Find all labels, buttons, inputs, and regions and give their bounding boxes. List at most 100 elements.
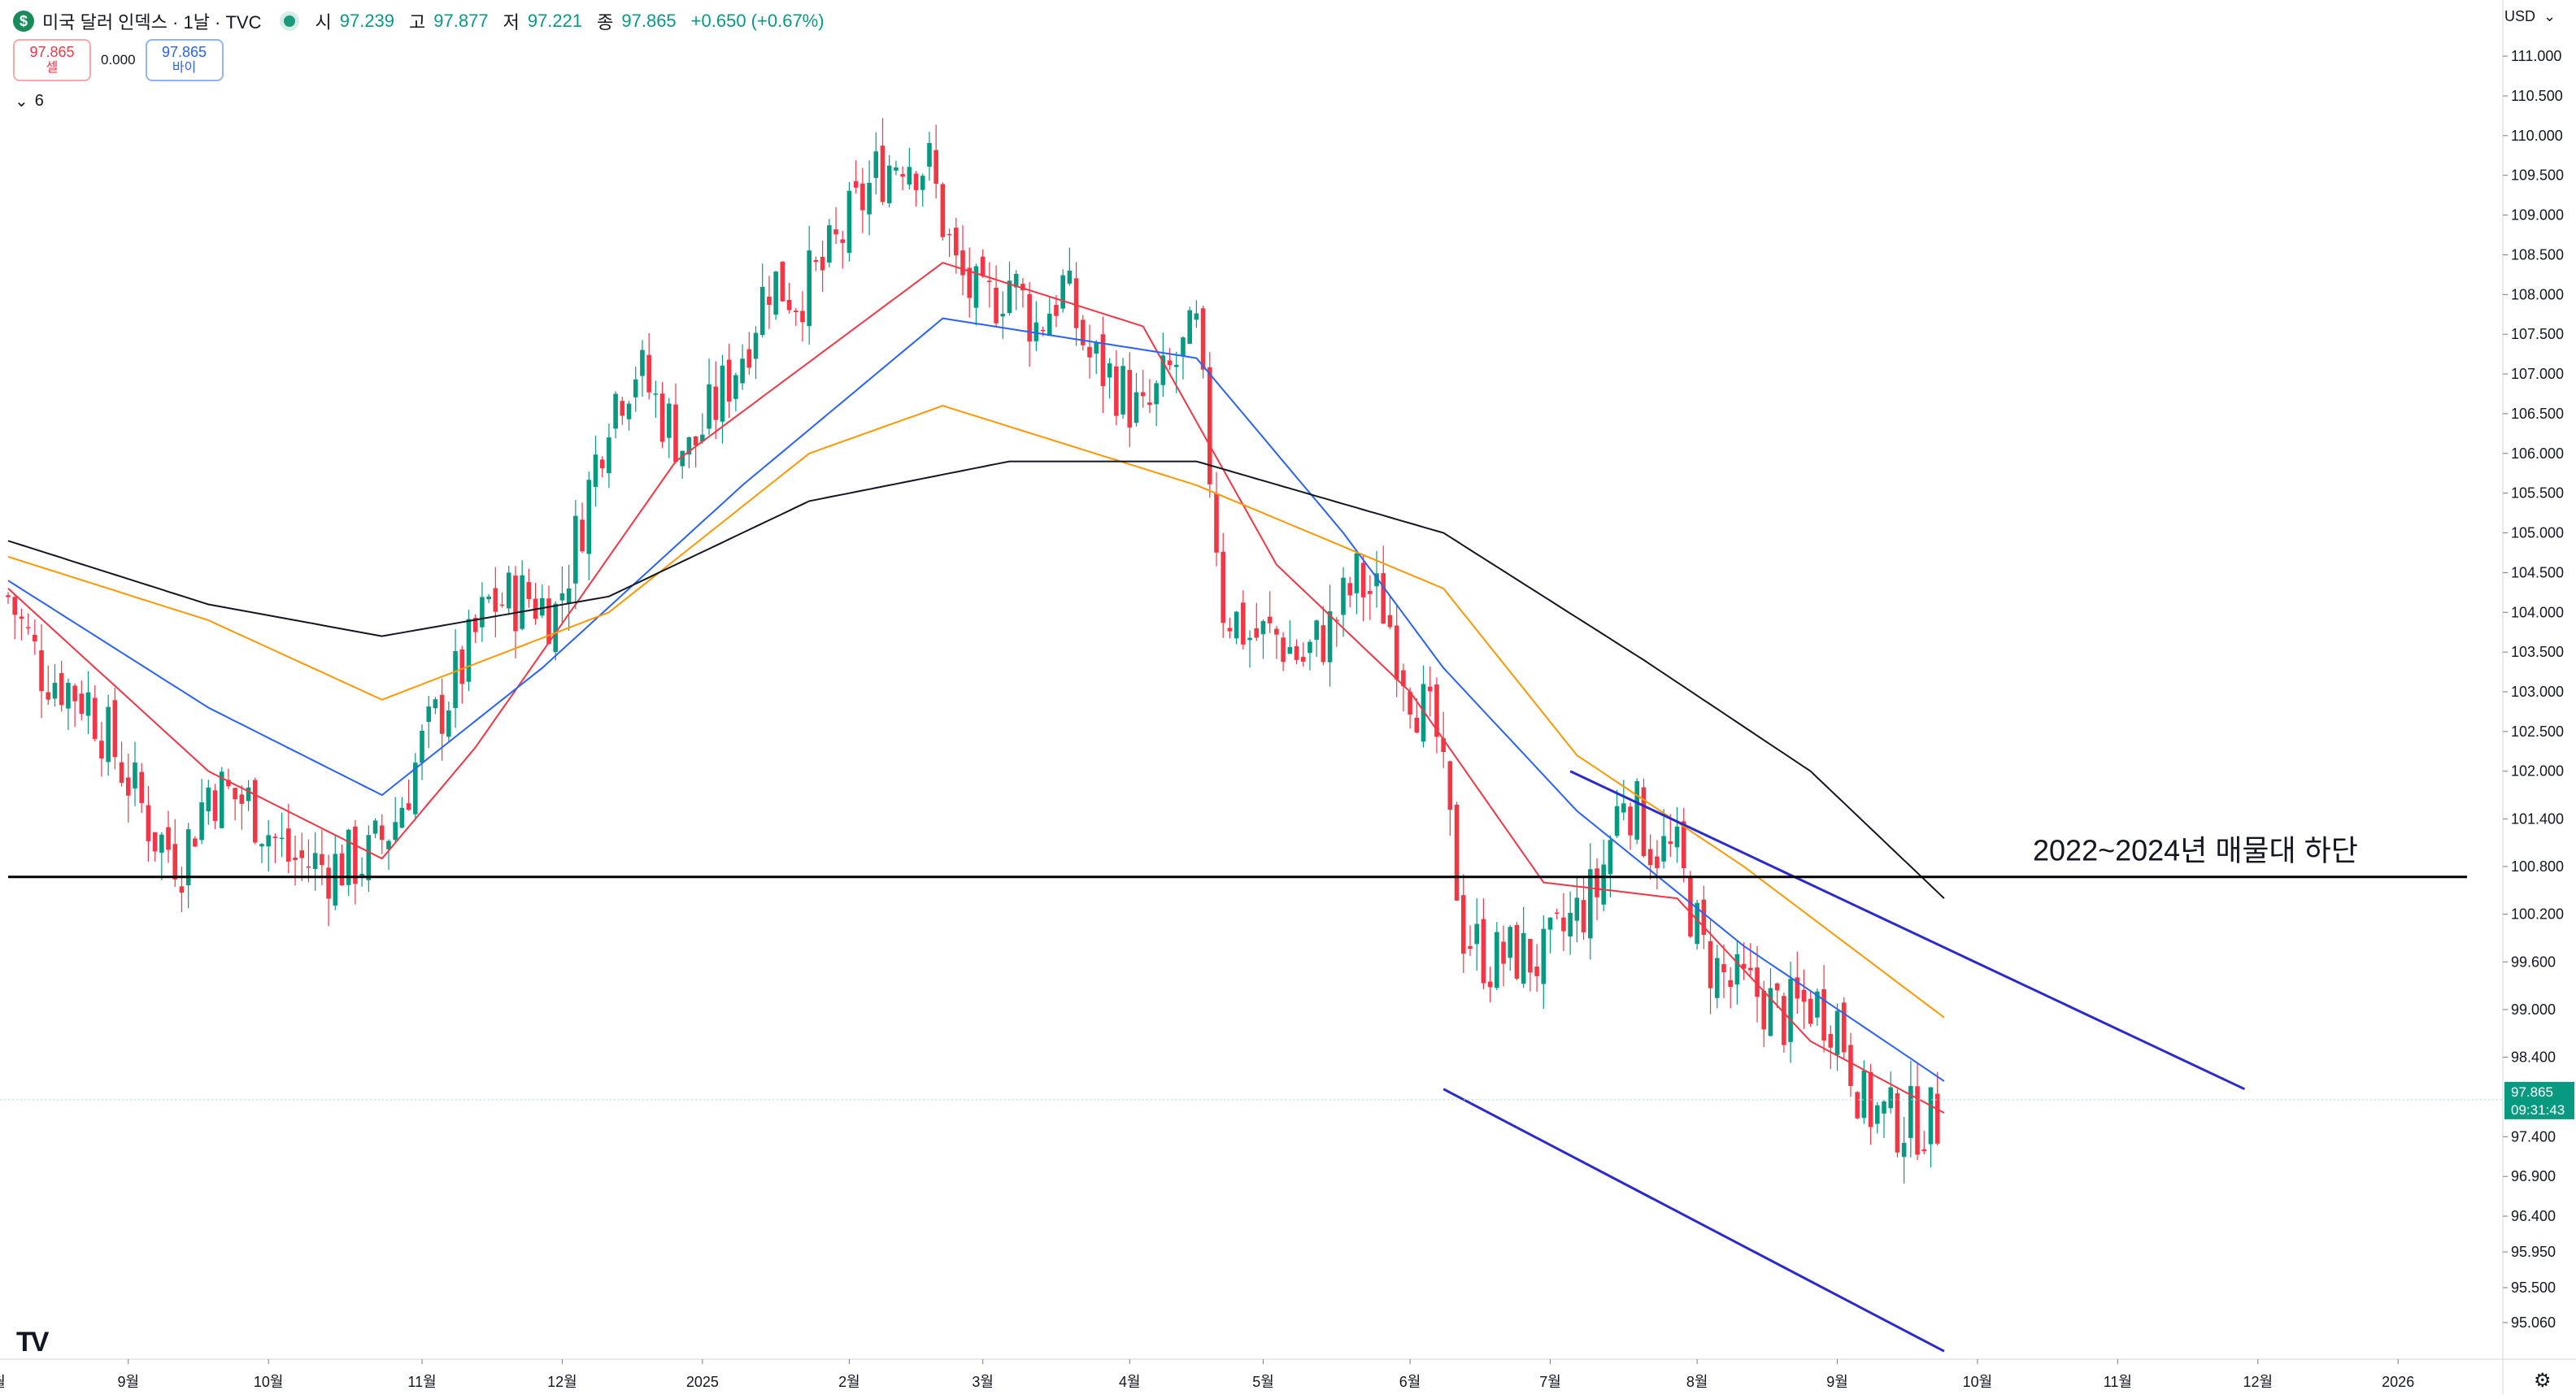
trendline-channel-upper[interactable]	[1569, 770, 2245, 1091]
candle-body	[279, 837, 285, 840]
candle-body	[593, 454, 598, 488]
candle-body	[1114, 366, 1119, 416]
candle-body	[79, 693, 85, 715]
candle-body	[52, 682, 58, 699]
high-value: 97.877	[433, 11, 489, 31]
candle-body	[185, 829, 191, 886]
candle-body	[1027, 293, 1032, 342]
candle-body	[413, 762, 418, 815]
candle-body	[1688, 875, 1693, 937]
candle-body	[125, 777, 131, 796]
candle-body	[1094, 342, 1099, 354]
candle-body	[1173, 364, 1179, 367]
candle-body	[99, 741, 104, 759]
candle-body	[1227, 628, 1233, 632]
candle-body	[1046, 313, 1052, 336]
candle-body	[740, 358, 745, 384]
candle-body	[1855, 1092, 1860, 1119]
candle-body	[1387, 615, 1393, 628]
ma-line-3	[7, 460, 1945, 899]
candle-body	[312, 853, 318, 870]
candle-body	[1508, 927, 1513, 958]
candle-body	[813, 259, 819, 263]
candle-body	[713, 386, 719, 420]
x-tick-label: 8월	[0, 1374, 6, 1390]
x-tick-label: 10월	[1963, 1374, 1993, 1390]
candle-body	[46, 692, 51, 700]
candle-body	[880, 146, 886, 202]
y-tick-label: 96.900	[2511, 1168, 2556, 1184]
candle-body	[166, 827, 171, 850]
candle-body	[1314, 620, 1319, 641]
candle-body	[1647, 849, 1653, 866]
candle-body	[599, 459, 605, 469]
support-annotation: 2022~2024년 매물대 하단	[2033, 833, 2358, 867]
candle-body	[1040, 329, 1046, 332]
candle-body	[133, 762, 137, 789]
candle-body	[480, 597, 485, 628]
candle-body	[206, 787, 211, 811]
candle-body	[1734, 954, 1740, 985]
symbol-title[interactable]: 미국 달러 인덱스 · 1날 · TVC	[42, 12, 262, 33]
candle-body	[306, 866, 311, 868]
candle-body	[139, 771, 144, 803]
y-tick-label: 110.500	[2511, 88, 2563, 104]
candle-body	[1421, 684, 1426, 742]
candle-body	[326, 867, 331, 899]
gear-icon[interactable]: ⚙	[2534, 1370, 2552, 1392]
candle-body	[666, 403, 672, 438]
candle-body	[1655, 856, 1660, 868]
candle-body	[680, 450, 685, 467]
candle-body	[439, 694, 445, 734]
candle-body	[1755, 967, 1760, 997]
currency-selector[interactable]: USD ⌄	[2504, 8, 2556, 25]
candle-body	[1521, 932, 1526, 984]
candle-body	[193, 838, 198, 847]
candle-body	[1628, 806, 1633, 836]
candle-body	[1761, 990, 1767, 1030]
sell-button[interactable]: 97.865 셀	[13, 39, 91, 81]
candle-body	[1641, 787, 1647, 857]
candle-body	[540, 597, 545, 616]
candle-body	[106, 706, 111, 762]
x-tick-label: 2월	[838, 1374, 860, 1390]
indicators-toggle[interactable]: ⌄ 6	[15, 91, 44, 111]
candle-body	[1200, 308, 1206, 370]
dollar-icon: $	[13, 11, 34, 32]
candle-body	[393, 822, 398, 841]
candle-body	[1013, 273, 1019, 288]
candle-body	[199, 802, 204, 841]
candle-body	[913, 173, 919, 190]
candle-body	[286, 828, 291, 862]
candle-body	[420, 730, 424, 763]
candle-body	[19, 616, 24, 619]
candle-body	[446, 710, 451, 737]
candle-body	[566, 588, 572, 604]
candle-body	[1795, 977, 1800, 999]
candle-body	[1895, 1093, 1900, 1153]
trendline-channel-lower[interactable]	[1442, 1088, 1945, 1353]
y-tick-label: 110.000	[2511, 128, 2563, 144]
candle-body	[72, 685, 77, 702]
indicators-count: 6	[34, 92, 44, 110]
ma-line-2	[7, 405, 1945, 1019]
candle-body	[1474, 923, 1479, 945]
buy-button[interactable]: 97.865 바이	[145, 39, 224, 81]
candle-body	[1581, 900, 1586, 932]
candle-body	[1274, 628, 1279, 635]
candle-body	[846, 190, 852, 254]
candle-body	[840, 239, 846, 243]
candle-body	[1541, 928, 1547, 984]
candle-body	[646, 354, 651, 393]
candle-body	[1728, 980, 1733, 988]
candle-body	[640, 350, 645, 376]
candle-body	[693, 436, 698, 446]
candle-body	[59, 673, 64, 706]
candle-body	[1568, 913, 1573, 937]
candle-body	[1341, 577, 1346, 615]
x-tick-label: 11월	[2104, 1374, 2132, 1390]
candle-body	[793, 311, 798, 312]
candle-body	[586, 480, 592, 554]
